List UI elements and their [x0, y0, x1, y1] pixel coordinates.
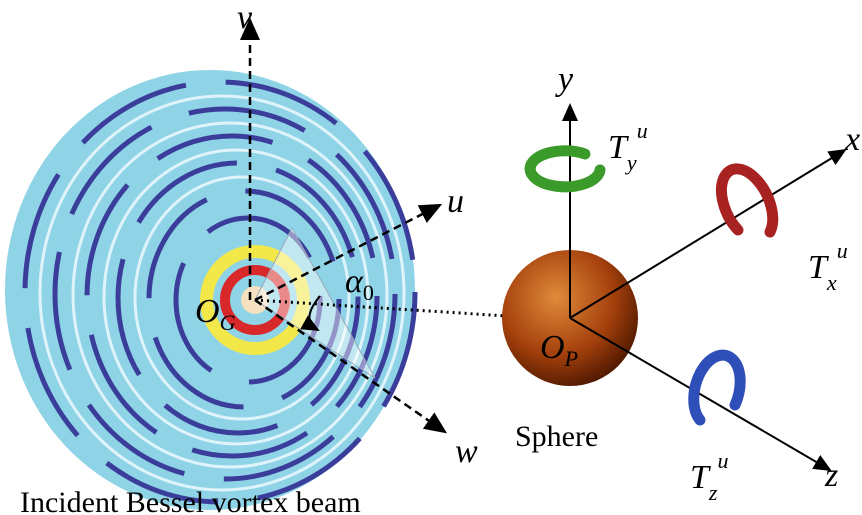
axis-label: x [844, 121, 860, 158]
sphere-label: Sphere [515, 420, 598, 453]
axis-label: w [455, 433, 478, 470]
torque-label: Tzu [690, 448, 728, 505]
axis-label: z [824, 457, 838, 494]
diagram: v u w α0 OG OP y x z Tyu Txu Tzu Sphere … [0, 0, 862, 515]
torque-label: Txu [808, 238, 848, 295]
axis-label: y [555, 61, 574, 98]
caption: Incident Bessel vortex beam [20, 486, 361, 515]
torque-label: Tyu [608, 118, 648, 175]
axis-label: u [447, 183, 464, 220]
axis-label: v [237, 0, 253, 36]
